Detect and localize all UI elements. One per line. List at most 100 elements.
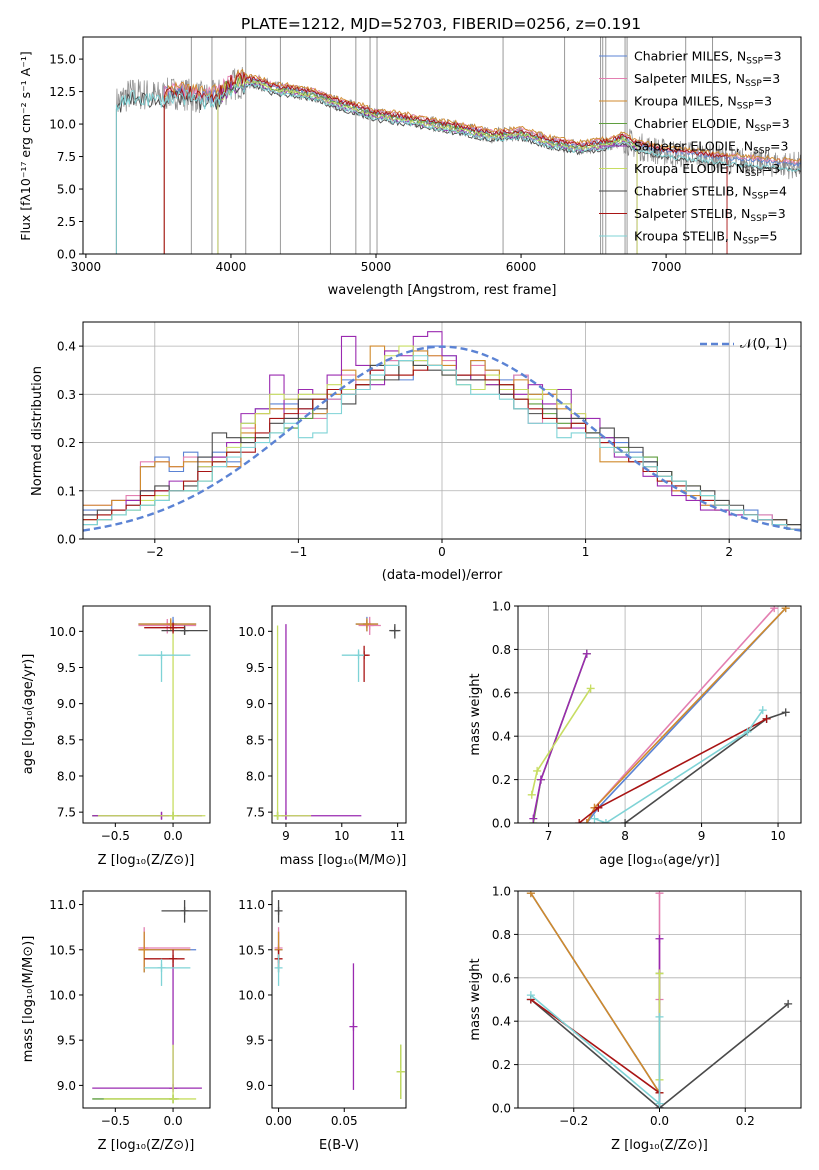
plot-area: [92, 616, 208, 820]
y-tick-label: 9.0: [57, 697, 76, 711]
data-point-salpeter-stelib: [169, 623, 178, 632]
y-tick-label: 7.5: [57, 150, 76, 164]
y-tick-label: 9.0: [246, 1079, 265, 1093]
plot-area: [526, 891, 793, 1108]
legend-subscript: SSP: [742, 237, 759, 247]
y-axis-label: age [log₁₀(age/yr)]: [21, 654, 36, 775]
legend-subscript: SSP: [752, 192, 769, 202]
y-tick-label: 9.5: [57, 661, 76, 675]
y-tick-label: 10.0: [238, 625, 265, 639]
x-tick-label: 6000: [506, 260, 537, 274]
y-tick-label: 5.0: [57, 183, 76, 197]
y-tick-label: 9.5: [246, 1034, 265, 1048]
legend-label-chabrier-miles: Chabrier MILES, NSSP=3: [634, 49, 782, 67]
weight-marker-kroupa-stelib: [743, 727, 752, 736]
x-axis-label: mass [log₁₀(M/M⊙)]: [280, 853, 407, 868]
model-line-kroupa-miles: [163, 68, 801, 254]
legend-label-kroupa-miles: Kroupa MILES, NSSP=3: [634, 94, 772, 112]
y-tick-label: 9.5: [57, 1034, 76, 1048]
plot-area: [273, 616, 401, 820]
y-tick-label: 10.5: [238, 943, 265, 957]
weight-line-kroupa-miles: [586, 607, 787, 823]
axes-frame: [271, 890, 407, 1109]
legend-subscript: SSP: [750, 214, 767, 224]
plot-area: [83, 331, 801, 532]
histogram-step-kroupa-stelib: [83, 355, 801, 530]
legend-value: =3: [762, 71, 780, 86]
legend-label-salpeter-elodie: Salpeter ELODIE, NSSP=3: [634, 139, 788, 157]
data-point-chabrier-stelib: [180, 906, 189, 915]
y-tick-label: 1.0: [492, 885, 511, 899]
y-axis-label: Normed distribution: [30, 366, 45, 496]
weight-line-chabrier-miles: [530, 892, 661, 1108]
model-line-kroupa-stelib: [115, 83, 801, 254]
x-axis-label: E(B-V): [319, 1138, 359, 1153]
y-tick-label: 0.8: [492, 928, 511, 942]
weight-marker-kroupa-miles: [526, 891, 535, 898]
y-tick-label: 8.5: [246, 733, 265, 747]
data-point-kroupa-miles: [140, 945, 149, 954]
y-tick-label: 9.0: [57, 1079, 76, 1093]
axes-frame: [82, 890, 211, 1109]
legend-subscript: SSP: [753, 147, 770, 157]
age-vs-mass-panel: 9 10 11 7.5 8.0 8.5 9.0 9.5 10.0 mass [log₁₀(M/M⊙…: [238, 605, 407, 868]
y-tick-label: 10.5: [49, 943, 76, 957]
legend-value: =3: [763, 49, 781, 64]
weight-marker-kroupa-elodie: [655, 969, 664, 978]
x-tick-label: 7000: [651, 260, 682, 274]
weight-marker-kroupa-elodie: [527, 790, 536, 799]
data-point-kroupa-stelib: [157, 963, 166, 972]
y-tick-label: 1.0: [492, 600, 511, 614]
y-tick-label: 15.0: [49, 53, 76, 67]
y-tick-label: 0.2: [492, 773, 511, 787]
mass-vs-metallicity-panel: −0.5 0.0 9.0 9.5 10.0 10.5 11.0 Z [log₁₀(Z/Z⊙)]…: [21, 890, 211, 1153]
weight-marker-kroupa-miles: [582, 819, 591, 823]
y-tick-label: 0.3: [57, 388, 76, 402]
x-tick-label: 10: [770, 829, 785, 843]
weight-marker-salpeter-elodie: [536, 775, 545, 784]
legend-value: =3: [754, 94, 772, 109]
legend-value: =3: [771, 116, 789, 131]
y-tick-label: 0.6: [492, 971, 511, 985]
y-tick-label: 0.4: [492, 730, 511, 744]
data-point-kroupa-elodie: [169, 811, 178, 820]
data-point-kroupa-miles: [362, 620, 371, 629]
legend-value: =3: [767, 206, 785, 221]
weight-marker-kroupa-stelib: [601, 819, 610, 823]
data-point-kroupa-stelib: [354, 651, 363, 660]
x-axis-label: (data-model)/error: [382, 568, 503, 583]
y-tick-label: 9.5: [246, 661, 265, 675]
y-tick-label: 0.8: [492, 643, 511, 657]
age-vs-metallicity-panel: −0.5 0.0 7.5 8.0 8.5 9.0 9.5 10.0 Z [log₁₀(Z/Z⊙)…: [21, 605, 211, 868]
x-tick-label: 0.00: [265, 1114, 292, 1128]
legend-text: Kroupa MILES, N: [634, 94, 737, 109]
model-line-salpeter-stelib: [163, 72, 728, 254]
weight-marker-chabrier-stelib: [781, 708, 790, 717]
mass-weight-vs-age-panel: 7 8 9 10 0.0 0.2 0.4 0.6 0.8 1.0 age [log₁₀(age/yr…: [468, 600, 802, 868]
y-tick-label: 2.5: [57, 215, 76, 229]
y-tick-label: 11.0: [49, 898, 76, 912]
legend-text: Chabrier STELIB, N: [634, 184, 752, 199]
mass-weight-vs-metallicity-panel: −0.2 0.0 0.2 0.0 0.2 0.4 0.6 0.8 1.0 Z [log₁₀(Z/Z…: [468, 885, 802, 1153]
x-tick-label: 4000: [216, 260, 247, 274]
weight-line-chabrier-stelib: [530, 998, 789, 1108]
residuals-histogram-panel: −2 −1 0 1 2 0.0 0.1 0.2 0.3 0.4 𝒩(0, 1) (data-model…: [30, 321, 802, 583]
y-tick-label: 0.0: [57, 533, 76, 547]
x-axis-label: wavelength [Angstrom, rest frame]: [328, 283, 557, 298]
legend-value: =4: [769, 184, 787, 199]
x-tick-label: 8: [621, 829, 629, 843]
y-tick-label: 0.4: [492, 1015, 511, 1029]
x-tick-label: 0.05: [331, 1114, 358, 1128]
data-point-kroupa-stelib: [274, 963, 283, 972]
data-point-chabrier-stelib: [274, 906, 283, 915]
y-tick-label: 7.5: [246, 806, 265, 820]
weight-marker-salpeter-stelib: [575, 819, 584, 823]
y-tick-label: 0.6: [492, 686, 511, 700]
y-tick-label: 8.5: [57, 733, 76, 747]
y-tick-label: 12.5: [49, 85, 76, 99]
y-tick-label: 10.0: [49, 625, 76, 639]
y-tick-label: 0.2: [57, 436, 76, 450]
x-tick-label: −0.2: [559, 1114, 588, 1128]
